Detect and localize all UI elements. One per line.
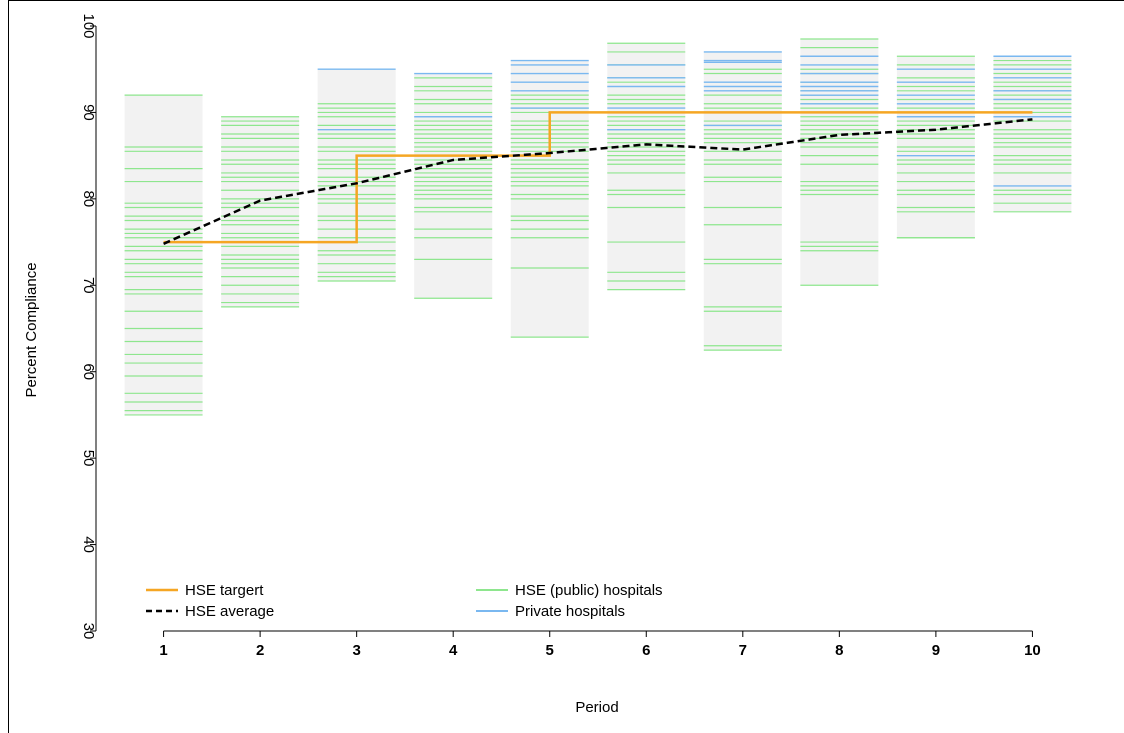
- y-tick-label-50: 50: [80, 450, 97, 467]
- y-tick-label-70: 70: [80, 277, 97, 294]
- y-tick-label-80: 80: [80, 191, 97, 208]
- x-axis-label: Period: [575, 699, 618, 716]
- x-tick-label-3: 3: [352, 642, 360, 659]
- y-tick-label-60: 60: [80, 363, 97, 380]
- range-box-period-7: [703, 51, 782, 351]
- legend-label-private: Private hospitals: [515, 603, 625, 620]
- legend-label-average: HSE average: [185, 603, 274, 620]
- axes: 30 40 50 60 70 80 90 100 1 2 3 4 5 6 7 8 9 10: [80, 13, 1041, 659]
- legend-label-target: HSE targert: [185, 582, 264, 599]
- x-tick-label-8: 8: [835, 642, 843, 659]
- series-lines: [163, 111, 1033, 245]
- legend-label-public: HSE (public) hospitals: [515, 582, 663, 599]
- x-tick-label-10: 10: [1024, 642, 1041, 659]
- x-tick-label-7: 7: [739, 642, 747, 659]
- x-tick-label-2: 2: [256, 642, 264, 659]
- x-tick-label-6: 6: [642, 642, 650, 659]
- target-step-line: [163, 111, 1033, 244]
- range-box-period-8: [800, 38, 879, 286]
- y-tick-label-40: 40: [80, 536, 97, 553]
- x-tick-label-1: 1: [159, 642, 167, 659]
- range-box-period-1: [124, 95, 203, 415]
- hospital-rate-lines: [124, 38, 1072, 416]
- x-tick-label-9: 9: [932, 642, 940, 659]
- range-box-period-6: [607, 43, 686, 290]
- range-box-period-2: [221, 116, 300, 307]
- y-tick-label-100: 100: [80, 13, 97, 38]
- x-tick-label-5: 5: [546, 642, 554, 659]
- y-tick-label-90: 90: [80, 104, 97, 121]
- x-tick-label-4: 4: [449, 642, 458, 659]
- y-tick-label-30: 30: [80, 623, 97, 640]
- y-axis-label: Percent Compliance: [23, 262, 40, 397]
- average-dashed-line: [163, 118, 1033, 245]
- legend: HSE targert HSE average HSE (public) hos…: [146, 582, 663, 620]
- plot-frame: [8, 0, 1124, 733]
